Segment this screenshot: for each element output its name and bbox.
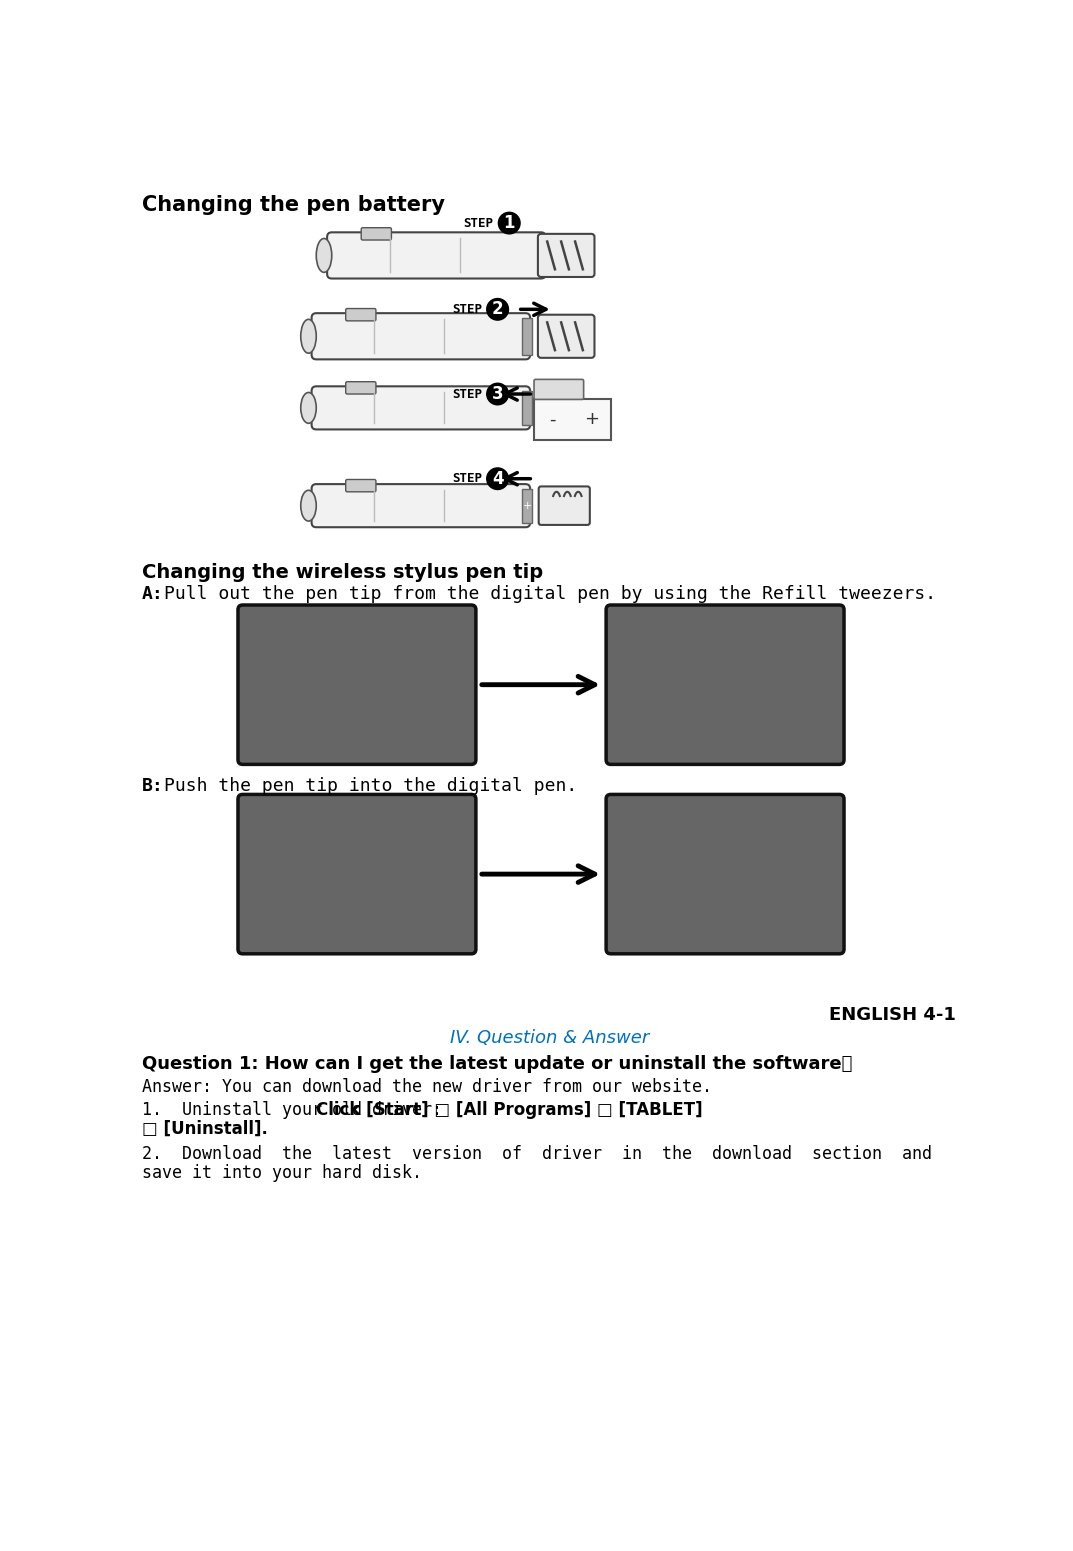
Circle shape [487, 383, 509, 405]
Ellipse shape [300, 320, 317, 354]
Circle shape [498, 212, 520, 234]
Text: +: + [523, 501, 532, 510]
Text: A:: A: [142, 585, 163, 603]
FancyBboxPatch shape [362, 228, 392, 240]
Ellipse shape [317, 239, 332, 273]
Bar [521, 391, 532, 425]
Text: save it into your hard disk.: save it into your hard disk. [142, 1163, 422, 1182]
Text: 4: 4 [491, 470, 503, 487]
Text: STEP: STEP [452, 388, 482, 400]
Text: Changing the wireless stylus pen tip: Changing the wireless stylus pen tip [142, 563, 543, 583]
Text: -: - [549, 411, 556, 428]
FancyBboxPatch shape [606, 605, 844, 765]
FancyBboxPatch shape [538, 315, 594, 358]
Text: STEP: STEP [452, 472, 482, 485]
Text: STEP: STEP [452, 302, 482, 316]
Circle shape [487, 298, 509, 320]
FancyBboxPatch shape [238, 605, 476, 765]
Text: B:: B: [142, 777, 163, 796]
Text: 3: 3 [491, 385, 503, 403]
Bar [521, 489, 532, 523]
Ellipse shape [300, 392, 317, 423]
FancyBboxPatch shape [346, 479, 376, 492]
Bar [521, 318, 532, 355]
Text: +: + [584, 411, 599, 428]
Text: Click [Start] □ [All Programs] □ [TABLET]: Click [Start] □ [All Programs] □ [TABLET… [317, 1101, 703, 1118]
Text: Answer: You can download the new driver from our website.: Answer: You can download the new driver … [142, 1078, 711, 1095]
FancyBboxPatch shape [534, 399, 611, 440]
Text: Push the pen tip into the digital pen.: Push the pen tip into the digital pen. [163, 777, 577, 796]
FancyBboxPatch shape [311, 484, 530, 527]
FancyBboxPatch shape [534, 380, 584, 400]
Text: STEP: STEP [464, 217, 494, 230]
Text: Changing the pen battery: Changing the pen battery [142, 195, 445, 216]
Text: ENGLISH 4-1: ENGLISH 4-1 [828, 1007, 956, 1024]
Text: IV. Question & Answer: IV. Question & Answer [450, 1030, 649, 1047]
Text: 1.  Uninstall your old driver:: 1. Uninstall your old driver: [142, 1101, 452, 1118]
Text: 2.  Download  the  latest  version  of  driver  in  the  download  section  and: 2. Download the latest version of driver… [142, 1145, 931, 1163]
Text: □ [Uninstall].: □ [Uninstall]. [142, 1120, 268, 1137]
FancyBboxPatch shape [346, 309, 376, 321]
FancyBboxPatch shape [311, 313, 530, 360]
Text: 2: 2 [491, 301, 503, 318]
Text: Pull out the pen tip from the digital pen by using the Refill tweezers.: Pull out the pen tip from the digital pe… [163, 585, 936, 603]
FancyBboxPatch shape [327, 233, 546, 279]
FancyBboxPatch shape [539, 487, 590, 524]
FancyBboxPatch shape [238, 794, 476, 954]
Text: Question 1: How can I get the latest update or uninstall the software？: Question 1: How can I get the latest upd… [142, 1055, 852, 1073]
Text: 1: 1 [503, 214, 515, 233]
Circle shape [487, 468, 509, 490]
Ellipse shape [300, 490, 317, 521]
FancyBboxPatch shape [346, 382, 376, 394]
FancyBboxPatch shape [311, 386, 530, 430]
FancyBboxPatch shape [538, 234, 594, 278]
FancyBboxPatch shape [606, 794, 844, 954]
